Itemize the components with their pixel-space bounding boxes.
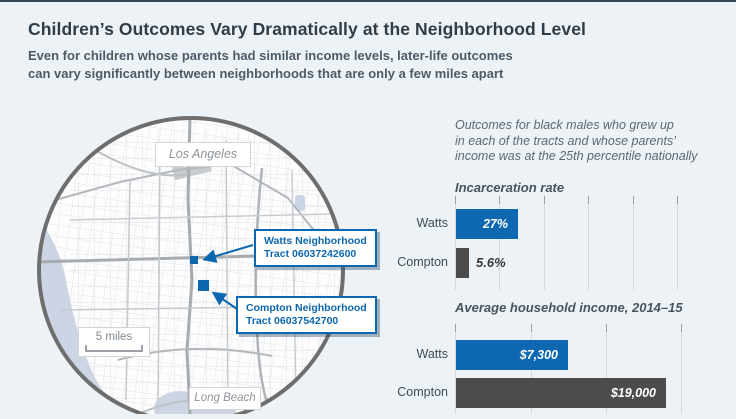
map-label-long-beach: Long Beach — [189, 387, 261, 410]
incarceration-value-watts: 27% — [482, 217, 508, 231]
incarceration-bar-compton — [456, 248, 469, 278]
top-accent-rule — [0, 0, 736, 2]
callout-watts-line1: Watts Neighborhood — [264, 235, 367, 247]
income-bar-watts: $7,300 — [456, 340, 568, 370]
page-title: Children’s Outcomes Vary Dramatically at… — [28, 19, 587, 39]
map-circle-border — [37, 116, 345, 419]
chart-annotation-line2: in each of the tracts and whose parents’ — [455, 133, 676, 148]
incarceration-label-compton: Compton — [397, 255, 448, 269]
incarceration-label-watts: Watts — [416, 216, 448, 230]
page-subtitle-line1: Even for children whose parents had simi… — [28, 48, 513, 63]
incarceration-value-compton: 5.6% — [476, 255, 506, 270]
callout-compton-tract: Compton Neighborhood Tract 06037542700 — [236, 296, 377, 334]
income-chart-title: Average household income, 2014–15 — [455, 300, 683, 315]
chart-annotation-line3: income was at the 25th percentile nation… — [455, 149, 698, 163]
map-scale-box: 5 miles — [78, 327, 150, 357]
callout-compton-line2: Tract 06037542700 — [246, 315, 339, 327]
income-bar-compton: $19,000 — [456, 378, 666, 408]
incarceration-bar-watts: 27% — [456, 209, 518, 239]
chart-annotation: Outcomes for black males who grew up in … — [455, 118, 736, 165]
income-label-watts: Watts — [416, 347, 448, 361]
page-subtitle-line2: can vary significantly between neighborh… — [28, 66, 504, 81]
map-scale-bar-icon — [85, 345, 143, 352]
income-value-compton: $19,000 — [610, 386, 656, 400]
page-subtitle: Even for children whose parents had simi… — [28, 47, 528, 83]
map-label-los-angeles: Los Angeles — [155, 142, 251, 167]
incarceration-chart-title: Incarceration rate — [455, 180, 565, 195]
incarceration-chart-grid — [455, 196, 679, 290]
map-scale-label: 5 miles — [95, 331, 133, 343]
callout-watts-line2: Tract 06037242600 — [264, 248, 357, 260]
income-label-compton: Compton — [397, 385, 448, 399]
chart-annotation-line1: Outcomes for black males who grew up — [455, 118, 674, 132]
income-value-watts: $7,300 — [519, 348, 558, 362]
callout-watts-tract: Watts Neighborhood Tract 06037242600 — [254, 229, 377, 267]
map-water-pond — [295, 195, 305, 211]
callout-compton-line1: Compton Neighborhood — [246, 302, 367, 314]
